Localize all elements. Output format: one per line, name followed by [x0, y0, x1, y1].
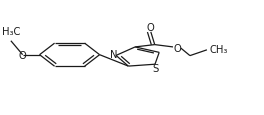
Text: N: N [110, 50, 118, 60]
Text: CH₃: CH₃ [210, 45, 228, 55]
Text: O: O [147, 22, 155, 32]
Text: S: S [152, 63, 159, 73]
Text: O: O [19, 50, 26, 60]
Text: O: O [174, 44, 182, 54]
Text: H₃C: H₃C [2, 27, 20, 37]
